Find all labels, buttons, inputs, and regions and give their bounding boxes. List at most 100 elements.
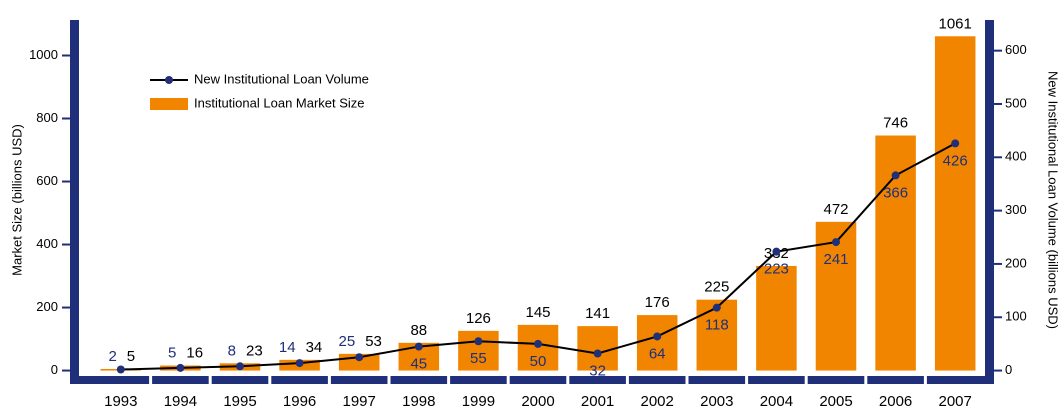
bar [934, 36, 976, 371]
line-point [295, 359, 304, 368]
line-value-label: 426 [943, 152, 968, 169]
x-tick-label: 2003 [700, 393, 733, 410]
bar-value-label: 1061 [939, 15, 972, 32]
bar-value-label: 88 [410, 322, 427, 339]
line-value-label: 118 [705, 317, 729, 334]
bar [577, 326, 618, 371]
bar-value-label: 53 [365, 333, 382, 350]
line-value-label: 241 [823, 251, 848, 268]
bar-value-label: 145 [525, 304, 550, 321]
y-tick-label: 800 [36, 110, 58, 125]
bar-value-label: 34 [306, 339, 323, 356]
line-point [355, 353, 364, 362]
y-tick-label: 0 [51, 362, 58, 377]
x-tick-label: 2006 [879, 393, 912, 410]
line-point [593, 349, 602, 358]
line-point [414, 342, 423, 351]
bar-value-label: 472 [823, 201, 848, 218]
bar-value-label: 746 [883, 114, 908, 131]
line-point [832, 238, 840, 247]
x-notch [268, 376, 272, 384]
x-tick-label: 1994 [164, 393, 197, 410]
x-tick-label: 2005 [819, 393, 852, 410]
y2-tick-label: 400 [1005, 149, 1027, 164]
bar [636, 315, 678, 371]
y2-tick-label: 500 [1005, 95, 1027, 110]
x-notch [625, 376, 629, 384]
line-value-label: 64 [649, 345, 666, 362]
legend-marker [165, 76, 173, 84]
line-value-label: 5 [168, 344, 176, 361]
x-tick-label: 1993 [104, 393, 137, 410]
line-point [712, 303, 721, 312]
bar-value-label: 141 [585, 305, 610, 322]
y2-tick-label: 0 [1005, 362, 1012, 377]
y-tick-label: 200 [36, 299, 58, 314]
line-point [653, 332, 662, 341]
x-axis [70, 376, 994, 384]
line-value-label: 55 [470, 350, 487, 367]
line-value-label: 50 [530, 353, 547, 370]
x-tick-label: 1995 [223, 393, 256, 410]
x-notch [804, 376, 808, 384]
x-tick-label: 1997 [343, 393, 376, 410]
line-value-label: 32 [589, 362, 606, 379]
x-notch [685, 376, 689, 384]
line-value-label: 14 [279, 339, 296, 356]
line-point [951, 139, 960, 148]
x-notch [566, 376, 570, 384]
line-point [236, 362, 244, 371]
x-tick-label: 2002 [641, 393, 674, 410]
line-value-label: 223 [764, 261, 789, 278]
y2-tick-label: 600 [1005, 42, 1027, 57]
x-notch [923, 376, 927, 384]
y-axis-label: Market Size (billions USD) [9, 124, 24, 276]
x-notch [208, 376, 212, 384]
y-tick-label: 400 [36, 236, 58, 251]
y2-tick-label: 300 [1005, 202, 1027, 217]
line-value-label: 2 [108, 348, 116, 365]
y2-axis [985, 20, 994, 382]
y2-tick-label: 100 [1005, 309, 1027, 324]
x-tick-label: 1996 [283, 393, 316, 410]
bar-value-label: 16 [186, 344, 203, 361]
line-point [116, 365, 125, 374]
x-notch [327, 376, 331, 384]
bar [875, 135, 916, 371]
bar-value-label: 176 [645, 294, 670, 311]
x-tick-label: 1999 [462, 393, 495, 410]
bar-value-label: 225 [704, 279, 729, 296]
y-tick-label: 1000 [29, 47, 58, 62]
bar-value-label: 5 [127, 348, 135, 365]
line-point [176, 363, 185, 372]
x-tick-label: 2004 [760, 393, 793, 410]
line-point [772, 247, 781, 256]
bar-value-label: 23 [246, 342, 263, 359]
line-value-label: 8 [228, 342, 236, 359]
line-point [534, 339, 542, 348]
y-axis [70, 20, 79, 382]
y2-axis-label: New Institutional Loan Volume (billions … [1046, 71, 1061, 329]
x-tick-label: 2007 [939, 393, 972, 410]
bar [756, 265, 797, 371]
line-point [474, 337, 483, 346]
bar-value-label: 126 [466, 310, 491, 327]
y-tick-label: 600 [36, 173, 58, 188]
x-notch [387, 376, 391, 384]
legend-label: New Institutional Loan Volume [194, 71, 369, 86]
legend-swatch [150, 98, 188, 110]
bar [815, 221, 857, 371]
x-tick-label: 2000 [521, 393, 554, 410]
x-notch [149, 376, 153, 384]
x-tick-label: 2001 [581, 393, 614, 410]
x-notch [506, 376, 510, 384]
line-value-label: 45 [410, 356, 427, 373]
x-tick-label: 1998 [402, 393, 435, 410]
legend-label: Institutional Loan Market Size [194, 95, 365, 110]
y2-tick-label: 200 [1005, 255, 1027, 270]
x-notch [745, 376, 749, 384]
x-notch [447, 376, 451, 384]
line-point [891, 171, 900, 180]
line-value-label: 25 [339, 333, 356, 350]
